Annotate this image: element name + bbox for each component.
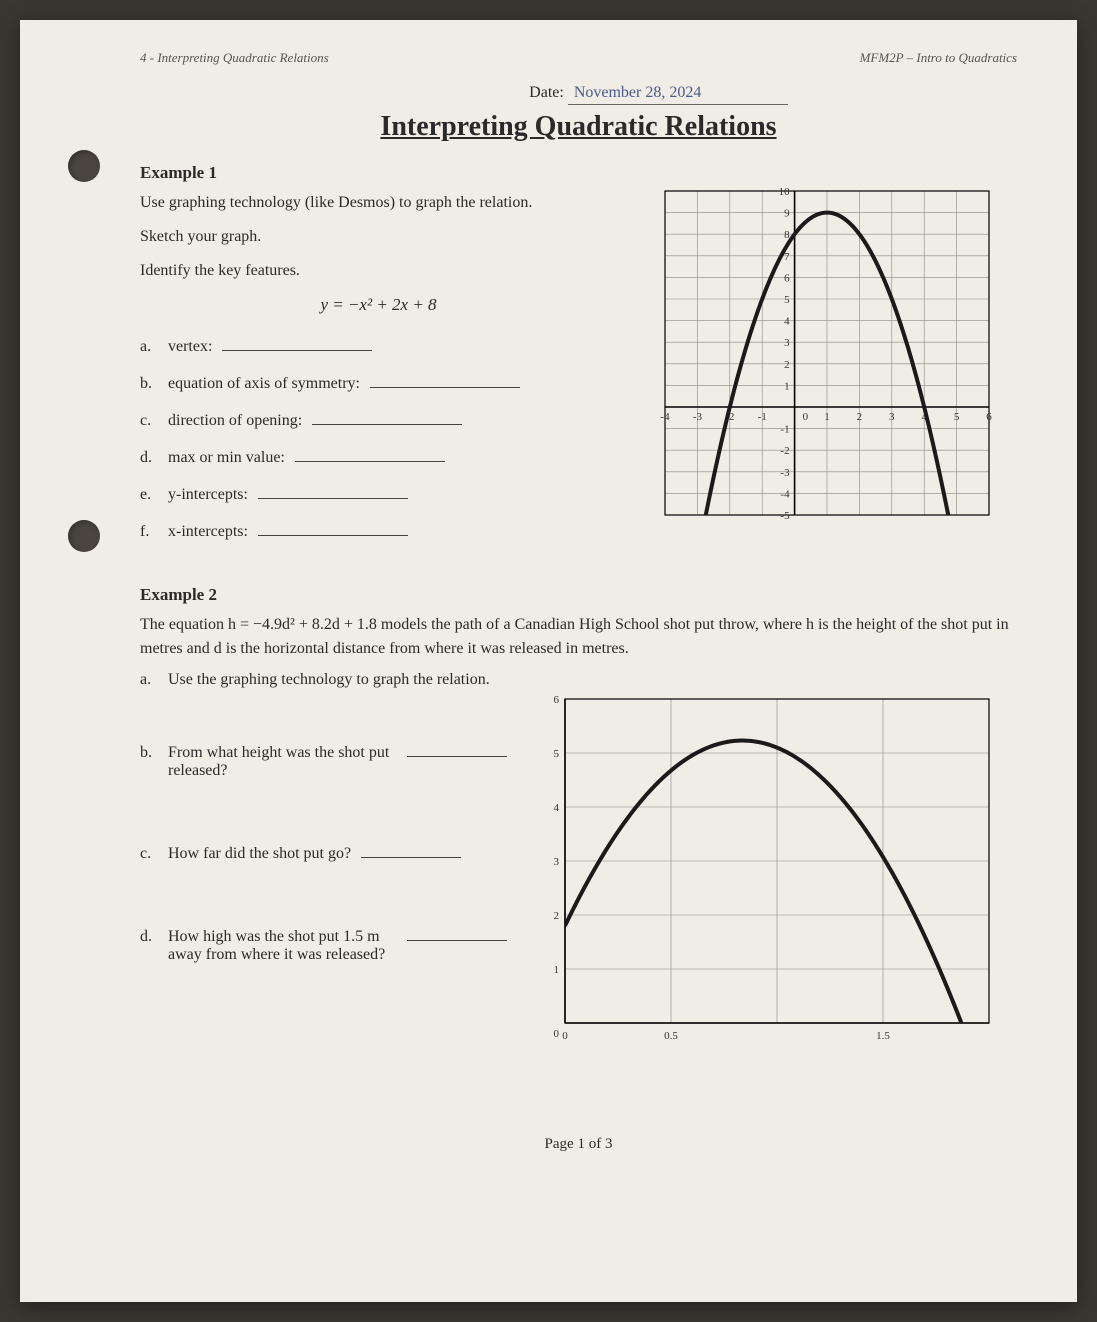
item-text: equation of axis of symmetry: [168,375,360,393]
svg-text:0: 0 [562,1030,568,1042]
svg-text:10: 10 [779,186,791,198]
svg-text:-5: -5 [780,510,790,522]
item-a: a. vertex: [140,333,617,356]
svg-text:-3: -3 [693,411,703,423]
svg-text:0: 0 [803,411,809,423]
item-letter: a. [140,338,158,356]
item-letter: c. [140,412,158,430]
answer-blank [361,840,461,858]
quadratic-chart-1: -4-3-2-10123456-5-4-3-2-112345678910 [637,163,1017,548]
date-row: Date: November 28, 2024 [140,84,1017,105]
item-b: b. equation of axis of symmetry: [140,370,617,393]
item-text: How far did the shot put go? [168,845,351,863]
page-title: Interpreting Quadratic Relations [140,111,1017,143]
worksheet-page: 4 - Interpreting Quadratic Relations MFM… [20,20,1077,1302]
example-2-heading: Example 2 [140,585,1017,605]
svg-text:2: 2 [554,910,560,922]
item-letter: b. [140,375,158,393]
item-d: d. max or min value: [140,444,617,467]
item-letter: b. [140,744,158,762]
header-row: 4 - Interpreting Quadratic Relations MFM… [140,50,1017,66]
answer-blank [312,407,462,425]
equation: y = −x² + 2x + 8 [140,295,617,315]
answer-blank [258,481,408,499]
svg-text:-3: -3 [780,467,790,479]
item-letter: a. [140,671,158,689]
item-c: c. How far did the shot put go? [140,840,507,863]
instruction: Sketch your graph. [140,225,617,249]
date-label: Date: [529,84,564,101]
quadratic-chart-2: 0 0.5 1.5 1 2 3 4 5 6 0 [537,671,1017,1056]
item-text: y-intercepts: [168,486,248,504]
date-value: November 28, 2024 [568,84,788,105]
answer-blank [295,444,445,462]
svg-text:2: 2 [857,411,863,423]
item-f: f. x-intercepts: [140,518,617,541]
svg-text:4: 4 [784,316,790,328]
item-b: b. From what height was the shot put rel… [140,739,507,780]
item-d: d. How high was the shot put 1.5 m away … [140,923,507,964]
svg-text:3: 3 [784,337,790,349]
item-c: c. direction of opening: [140,407,617,430]
svg-text:0: 0 [554,1028,560,1040]
item-e: e. y-intercepts: [140,481,617,504]
header-right: MFM2P – Intro to Quadratics [860,50,1017,66]
svg-text:-1: -1 [780,424,789,436]
item-text: direction of opening: [168,412,302,430]
punch-hole [68,150,100,182]
example-1: Example 1 Use graphing technology (like … [140,163,1017,555]
item-letter: c. [140,845,158,863]
item-text: How high was the shot put 1.5 m away fro… [168,928,397,964]
svg-text:4: 4 [554,802,560,814]
svg-text:1.5: 1.5 [876,1030,890,1042]
item-letter: f. [140,523,158,541]
item-letter: d. [140,928,158,946]
item-text: max or min value: [168,449,285,467]
svg-text:1: 1 [784,380,790,392]
svg-text:1: 1 [554,964,560,976]
answer-blank [370,370,520,388]
item-text: Use the graphing technology to graph the… [168,671,490,689]
svg-text:-2: -2 [780,445,789,457]
svg-text:2: 2 [784,359,790,371]
item-text: From what height was the shot put releas… [168,744,397,780]
example-2: Example 2 The equation h = −4.9d² + 8.2d… [140,585,1017,1056]
answer-blank [222,333,372,351]
problem-text: The equation h = −4.9d² + 8.2d + 1.8 mod… [140,613,1017,661]
item-letter: e. [140,486,158,504]
svg-text:5: 5 [954,411,960,423]
svg-text:5: 5 [784,294,790,306]
svg-text:3: 3 [554,856,560,868]
svg-text:6: 6 [986,411,992,423]
instruction: Use graphing technology (like Desmos) to… [140,191,617,215]
svg-text:0.5: 0.5 [664,1030,678,1042]
instruction: Identify the key features. [140,259,617,283]
answer-blank [258,518,408,536]
item-a: a. Use the graphing technology to graph … [140,671,507,689]
header-left: 4 - Interpreting Quadratic Relations [140,50,329,66]
answer-blank [407,923,507,941]
svg-text:5: 5 [554,748,560,760]
svg-text:-4: -4 [780,488,790,500]
item-text: vertex: [168,338,212,356]
item-letter: d. [140,449,158,467]
svg-text:3: 3 [889,411,895,423]
svg-text:6: 6 [554,694,560,706]
svg-text:6: 6 [784,272,790,284]
item-text: x-intercepts: [168,523,248,541]
example-1-heading: Example 1 [140,163,617,183]
svg-text:-4: -4 [660,411,670,423]
answer-blank [407,739,507,757]
svg-text:1: 1 [824,411,830,423]
punch-hole [68,520,100,552]
page-footer: Page 1 of 3 [140,1136,1017,1153]
svg-text:-1: -1 [758,411,767,423]
svg-text:9: 9 [784,208,790,220]
